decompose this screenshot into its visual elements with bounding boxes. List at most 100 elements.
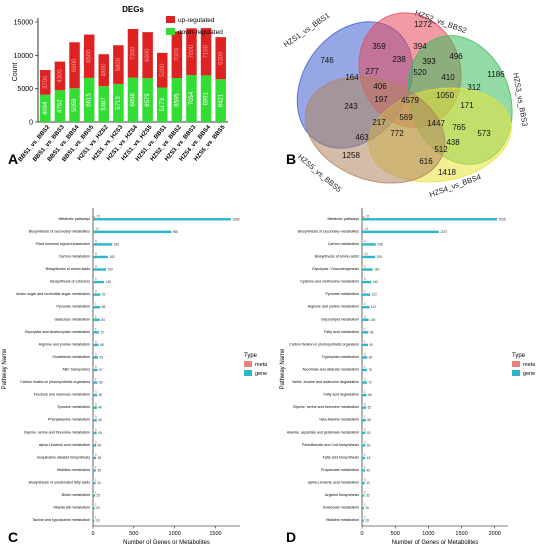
category-label: Biosynthesis of secondary metabolites [29,229,90,233]
bar-down-regulated [215,79,226,122]
data-label-meta: 3 [364,315,366,319]
venn-region-count: 406 [373,82,387,91]
bar-gene [362,469,365,472]
bar-down-regulated [83,77,95,122]
bar-up-regulated [142,32,153,79]
category-label: alpha-Linolenic acid metabolism [39,443,90,447]
data-label-meta: 2 [364,390,366,394]
data-label-meta: 2 [364,340,366,344]
data-label-gene: 112 [371,305,376,309]
x-axis-title: Number of Genes or Metabolites [392,540,479,546]
category-label: Cysteine and methionine metabolism [300,280,359,284]
legend-label-up: up-regulated [178,17,215,24]
data-label-gene: 88 [102,305,106,309]
bar-down-regulated [142,78,153,122]
bar-gene [362,243,376,246]
bar-gene [362,343,368,347]
data-label-meta: 10 [364,252,368,256]
category-label: Biosynthesis of unsaturated fatty acids [29,481,91,485]
data-label-up: 4300 [58,69,64,83]
bar-meta [93,455,94,457]
bar-gene [93,268,107,271]
venn-region-count: 573 [477,129,491,138]
bar-gene [362,406,367,409]
data-label-gene: 72 [100,330,104,334]
data-label-meta: 2 [95,302,97,306]
data-label-gene: 48 [367,456,371,460]
bar-up-regulated [54,61,66,91]
venn-region-count: 410 [441,73,455,82]
bar-meta [93,266,94,269]
data-label-down: 5173 [160,97,166,111]
data-label-down: 6991 [204,91,210,105]
bar-meta [362,354,363,357]
bar-gene [362,481,365,485]
bar-gene [93,419,97,422]
data-label-gene: 45 [98,431,102,435]
category-label: Pantothenate and CoA biosynthesis [302,443,359,447]
venn-region-count: 312 [467,83,481,92]
bar-up-regulated [69,42,80,89]
venn-region-count: 393 [422,57,436,66]
bar-meta [93,216,96,218]
category-label: Pyruvate metabolism [325,292,359,296]
data-label-gene: 38 [98,456,102,460]
category-label: Arginine biosynthesis [325,493,359,497]
data-label-meta: 2 [364,516,366,520]
data-label-gene: 182 [109,255,115,259]
category-label: Vitamin B6 metabolism [53,506,90,510]
bar-gene [93,368,98,372]
x-axis-title: Number of Genes or Metabolites [123,540,210,546]
bar-gene [93,306,101,309]
bar-gene [362,218,498,221]
data-label-meta: 2 [364,327,366,331]
x-tick-label: 1500 [455,531,467,537]
data-label-gene: 52 [367,431,371,435]
venn-set-label: HZS3_vs_BBS3 [511,72,529,127]
x-tick-label: 500 [129,531,138,537]
category-label: Glycine, serine and threonine metabolism [24,430,90,434]
bar-meta [362,216,365,218]
category-label: Carbon fixation in photosynthetic organi… [20,380,90,384]
bar-gene [93,280,105,284]
bar-meta [362,455,363,457]
x-tick-label: 0 [360,531,363,537]
data-label-meta: 3 [364,428,366,432]
bar-down-regulated [40,94,51,122]
venn-region-count: 512 [434,145,448,154]
bar-gene [362,331,369,334]
venn-region-count: 772 [390,129,404,138]
bar-gene [362,318,369,321]
bar-gene [93,519,95,522]
category-label: Fatty acid metabolism [324,330,359,334]
bar-meta [93,341,94,344]
data-label-down: 4094 [43,101,49,115]
bar-gene [93,331,99,334]
bar-gene [362,506,364,510]
bar-gene [362,419,366,422]
data-label-gene: 160 [374,268,380,272]
bar-meta [362,254,363,256]
bar-meta [362,417,363,419]
venn-region-count: 277 [365,67,379,76]
data-label-meta: 2 [364,415,366,419]
category-label: Glycerolipid metabolism [321,317,359,321]
bar-meta [93,429,94,432]
legend-swatch-gene [244,370,252,376]
bar-down-regulated [186,74,197,122]
category-label: Fructose and mannose metabolism [34,393,90,397]
venn-region-count: 171 [460,101,474,110]
data-label-gene: 30 [365,506,369,510]
data-label-gene: 92 [102,293,106,297]
category-label: Pyruvate metabolism [56,305,90,309]
data-label-meta: 3 [364,403,366,407]
data-label-gene: 68 [100,343,104,347]
venn-region-count: 359 [372,42,386,51]
bar-gene [93,481,96,485]
bar-meta [93,442,94,445]
data-label-meta: 25 [97,214,101,218]
legend-title: Type [512,353,526,359]
bar-gene [93,381,98,384]
category-label: Biotin metabolism [62,493,90,497]
bar-up-regulated [83,34,95,78]
